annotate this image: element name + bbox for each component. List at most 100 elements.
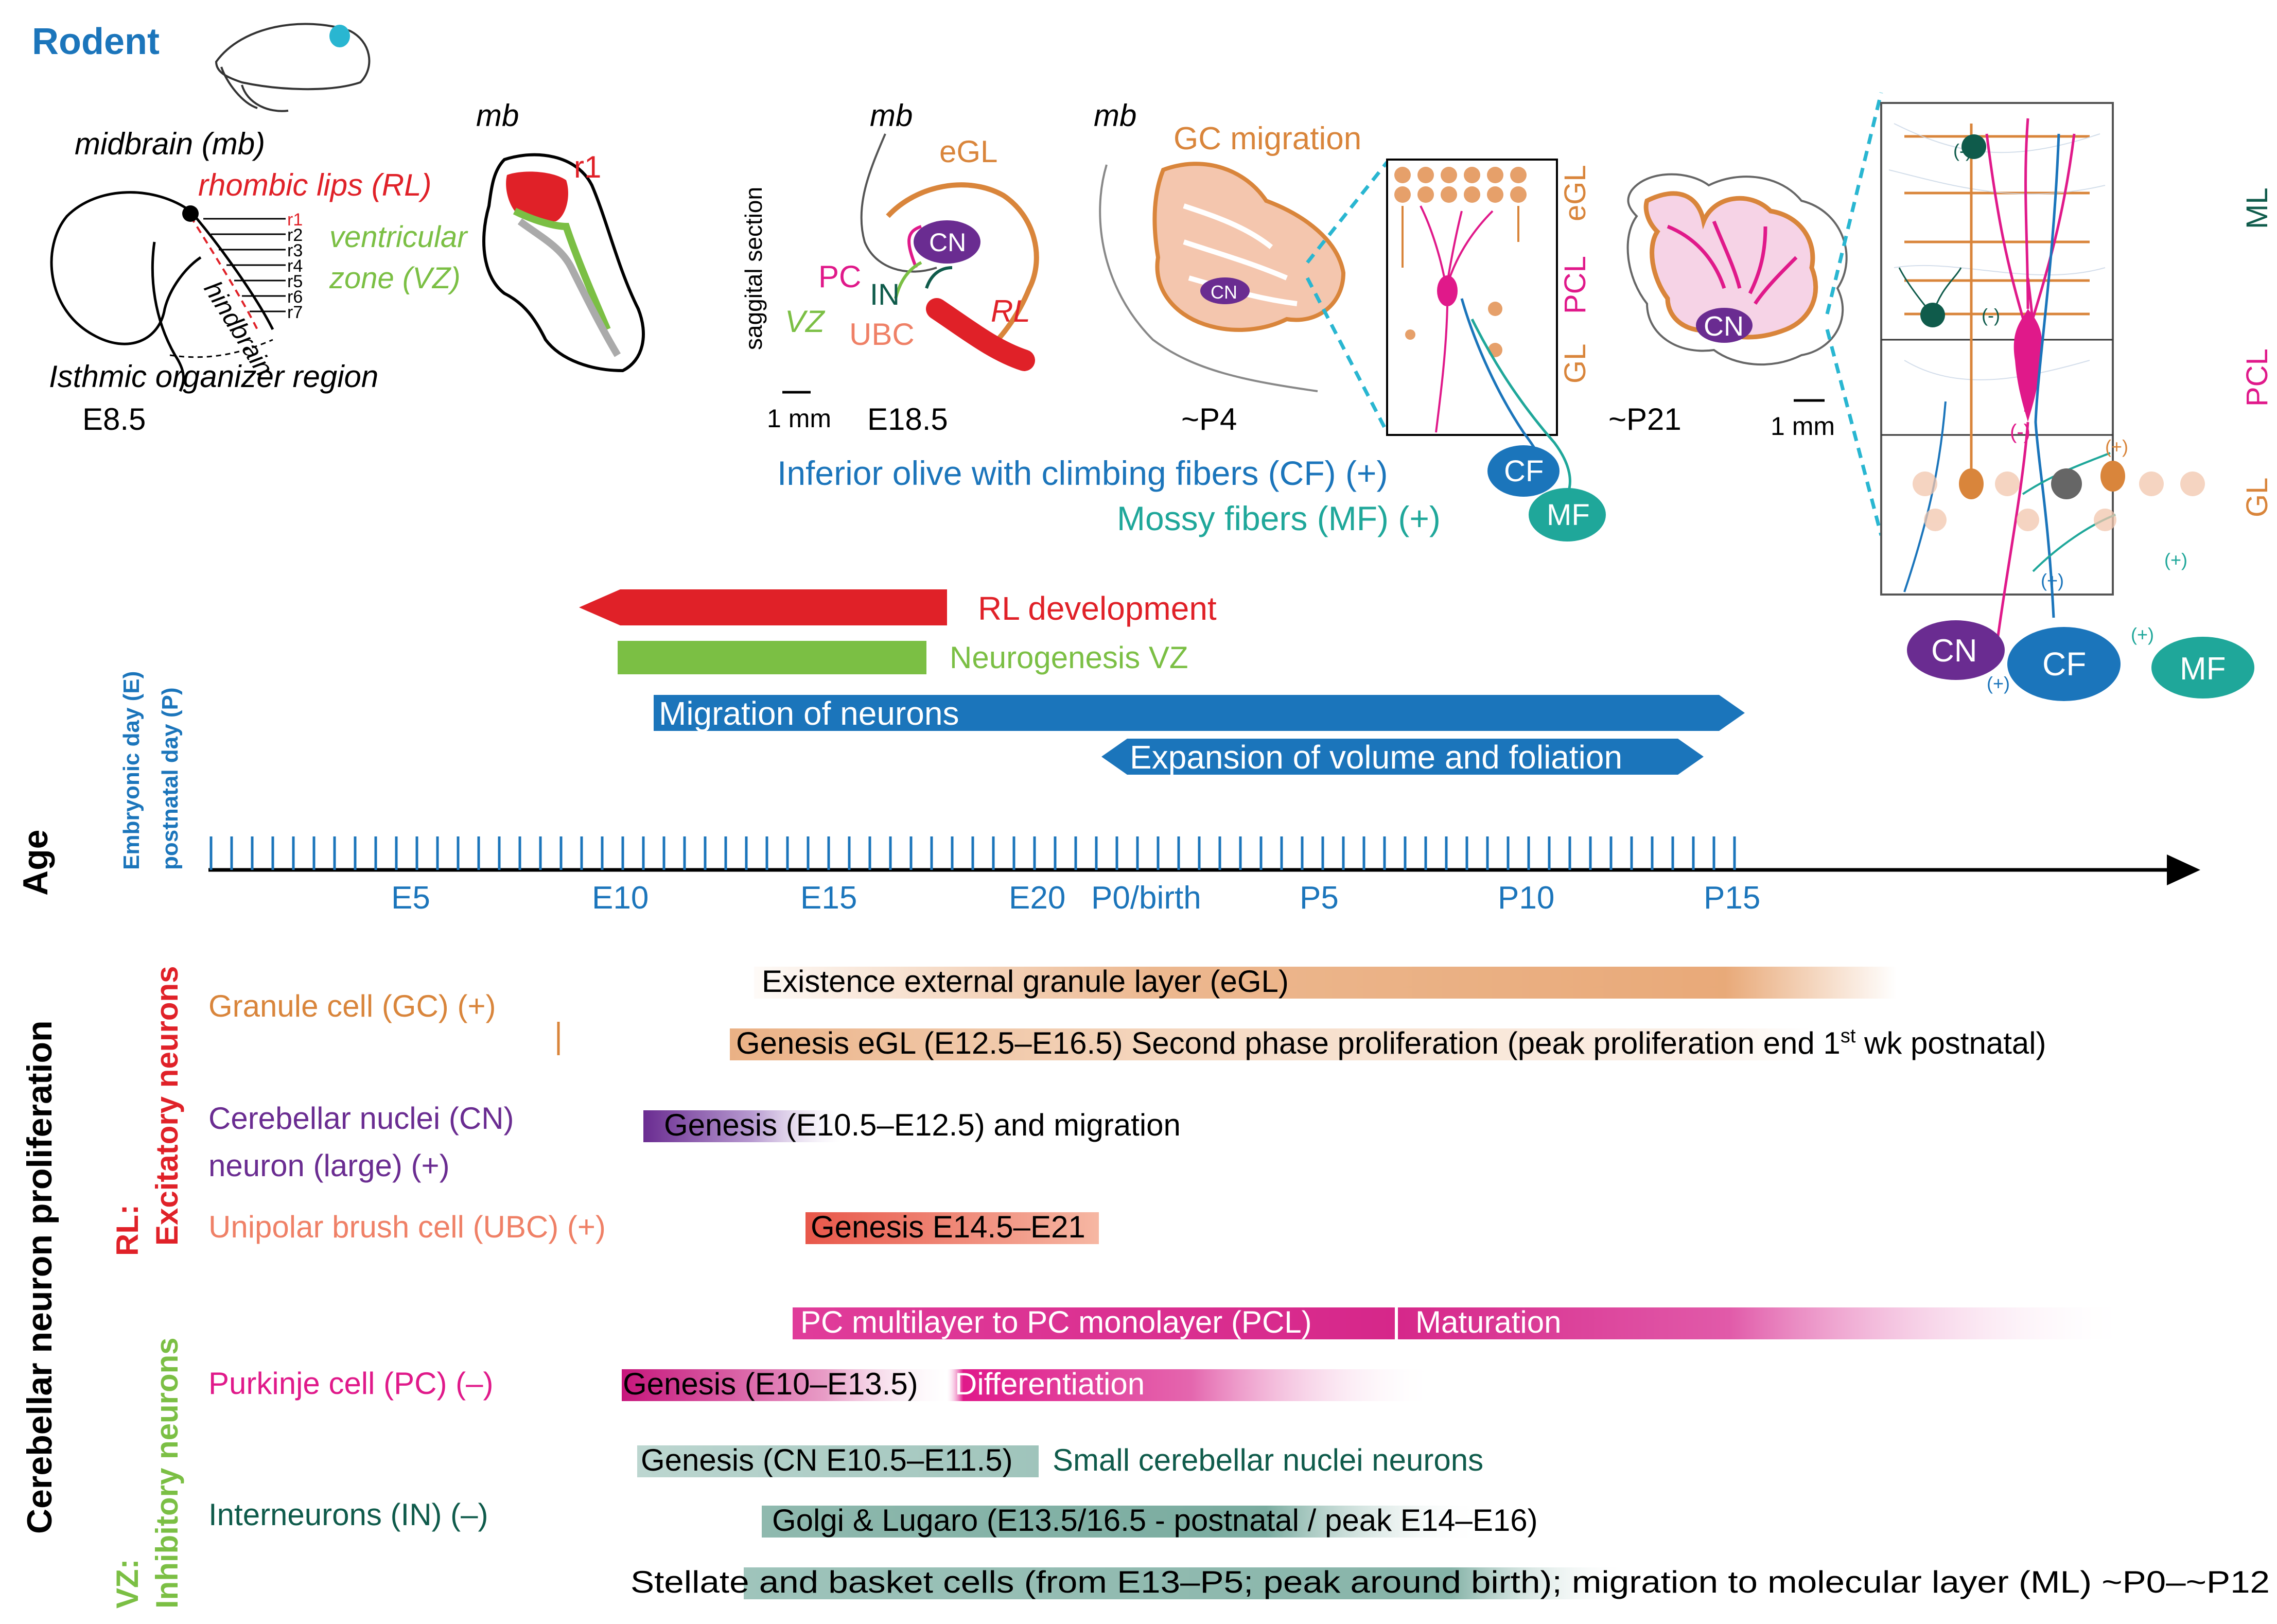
mf-description: Mossy fibers (MF) (+): [1117, 499, 1441, 537]
tick-label-e15: E15: [800, 880, 857, 916]
gc-genesis-bar: [730, 1028, 1811, 1060]
cn-genesis-text: Genesis (E10.5–E12.5) and migration: [664, 1108, 1181, 1142]
rl-development-bar: [579, 589, 947, 625]
age-axis-arrowhead: [2167, 854, 2200, 885]
gc-egl-existence-bar: [754, 967, 1897, 999]
minus-sign-3: (-): [2010, 421, 2030, 443]
rhombomere-r3: r3: [287, 241, 303, 260]
tick-label-p0: P0/birth: [1091, 880, 1201, 916]
gl-label-circuit: GL: [2240, 478, 2274, 517]
rhombomere-r7: r7: [287, 303, 303, 322]
pc-genesis-bar: [622, 1369, 1435, 1401]
pc-genesis-b: (E10–E13.5): [736, 1367, 918, 1401]
age-axis-label: Age: [16, 830, 55, 896]
plus-sign-2: (+): [2164, 549, 2187, 570]
cf-label-p4: CF: [1504, 455, 1544, 488]
p4-cerebellum-drawing: [1099, 162, 1346, 392]
pcl-label-circuit: PCL: [2240, 348, 2274, 407]
minus-sign-1: (-): [1953, 140, 1972, 161]
rl-label-e185: RL: [991, 294, 1030, 328]
rhombomere-labels: r1 r2 r3 r4 r5 r6 r7: [287, 210, 303, 322]
rodent-icon: [215, 23, 371, 112]
rhombomere-r1: r1: [287, 210, 303, 230]
tick-label-e20: E20: [1009, 880, 1065, 916]
rhombic-lips-label: rhombic lips (RL): [198, 168, 431, 202]
gc-migration-label: GC migration: [1173, 121, 1361, 156]
in-genesis-text: Genesis (CN E10.5–E11.5): [641, 1443, 1013, 1477]
neurogenesis-vz-bar: [618, 641, 926, 674]
ubc-label: Unipolar brush cell (UBC) (+): [208, 1210, 606, 1244]
isthmic-label: Isthmic organizer region: [49, 359, 378, 394]
pc-label: Purkinje cell (PC) (–): [208, 1366, 493, 1401]
expansion-label: Expansion of volume and foliation: [1130, 739, 1622, 776]
in-label: Interneurons (IN) (–): [208, 1497, 488, 1532]
mf-node-p4: [1529, 488, 1606, 542]
rl-group-label-2: Excitatory neurons: [150, 966, 184, 1246]
ubc-genesis-bar: [805, 1212, 1099, 1244]
circuit-zoom-lines: [1825, 92, 1883, 536]
vz-group-label-2: Inhibitory neurons: [150, 1337, 184, 1609]
rhombomere-r6: r6: [287, 287, 303, 307]
mb-label-3: mb: [1094, 98, 1136, 133]
cn-label-1: Cerebellar nuclei (CN): [208, 1101, 514, 1136]
pc-maturation-text: Maturation: [1415, 1305, 1561, 1339]
pc-maturation-bar: [793, 1307, 2131, 1339]
rhombomere-r4: r4: [287, 256, 303, 276]
ml-label: ML: [2240, 187, 2274, 229]
sagittal-label: saggital section: [740, 187, 767, 350]
r1-label: r1: [574, 150, 601, 184]
gc-label: Granule cell (GC) (+): [208, 989, 496, 1023]
mb-label-1: mb: [476, 98, 519, 133]
cf-node-p4: [1487, 445, 1560, 497]
species-title: Rodent: [32, 21, 160, 62]
axis-sub-2: postnatal day (P): [157, 688, 183, 870]
age-tick-labels: E5 E10 E15 E20 P0/birth P5 P10 P15: [391, 880, 1760, 916]
stage-p4: ~P4: [1181, 402, 1237, 436]
egl-label-e185: eGL: [939, 134, 997, 169]
cf-node-circuit: [2007, 627, 2121, 701]
pc-multilayer-text: PC multilayer to PC monolayer (PCL): [800, 1305, 1312, 1339]
expansion-bar: [1101, 739, 1704, 775]
gl-label-p4: GL: [1558, 344, 1592, 383]
isthmic-dot: [182, 205, 199, 222]
in-golgi-text: Golgi & Lugaro (E13.5/16.5 - postnatal /…: [772, 1503, 1538, 1538]
pcl-label-p4: PCL: [1558, 256, 1592, 314]
mf-node-circuit: [2151, 637, 2254, 699]
gc-genesis-gap: [1123, 1026, 1132, 1060]
tick-label-p15: P15: [1704, 880, 1760, 916]
gc-egl-existence-text: Existence external granule layer (eGL): [762, 964, 1289, 999]
tick-label-e5: E5: [391, 880, 430, 916]
mf-label-circuit: MF: [2180, 651, 2226, 687]
cn-label-2: neuron (large) (+): [208, 1148, 450, 1183]
vz-label-e185: VZ: [785, 304, 826, 339]
tick-label-p5: P5: [1300, 880, 1339, 916]
mb-label-2: mb: [870, 98, 913, 133]
vz-group-label-1: VZ:: [110, 1559, 145, 1609]
vz-label-1: ventricular: [329, 220, 468, 254]
in-golgi-bar: [762, 1506, 1482, 1538]
plus-sign-5: (+): [1987, 673, 2010, 694]
age-axis-ticks: [209, 836, 1736, 870]
stage-e85: E8.5: [82, 402, 146, 436]
rhombomere-r2: r2: [287, 225, 303, 245]
mf-label-p4: MF: [1547, 498, 1590, 532]
gc-genesis-text-b: Second phase proliferation (peak prolife…: [1131, 1026, 1841, 1060]
stage-e185: E18.5: [867, 402, 948, 436]
proliferation-title: Cerebellar neuron proliferation: [20, 1020, 59, 1534]
migration-bar: [654, 695, 1745, 731]
cf-description: Inferior olive with climbing fibers (CF)…: [777, 454, 1388, 492]
cf-label-circuit: CF: [2042, 645, 2086, 683]
axis-sub-1: Embryonic day (E): [119, 671, 144, 870]
rhombomere-r5: r5: [287, 272, 303, 291]
rhombomere-lines: [203, 218, 286, 312]
p21-cerebellum-drawing: [1626, 173, 1848, 366]
r1-brain-drawing: [482, 153, 645, 373]
in-stellate-bar: [744, 1567, 1629, 1599]
ubc-genesis-text: Genesis E14.5–E21: [811, 1210, 1085, 1244]
egl-label-p4: eGL: [1558, 165, 1592, 221]
gc-genesis-sup: st: [1841, 1025, 1856, 1047]
gc-genesis-text-c: wk postnatal): [1855, 1026, 2046, 1060]
in-small-cn-text: Small cerebellar nuclei neurons: [1053, 1443, 1483, 1477]
in-stellate-text: Stellate and basket cells (from E13–P5; …: [630, 1565, 2270, 1599]
